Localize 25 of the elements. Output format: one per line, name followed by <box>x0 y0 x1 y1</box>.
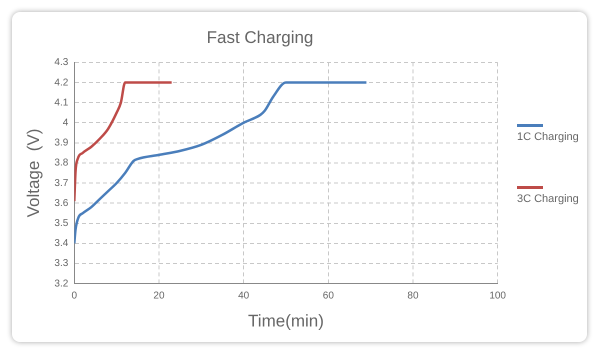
y-tick-label: 3.7 <box>54 178 69 189</box>
y-axis-title: Voltage (V) <box>24 128 43 218</box>
y-tick-label: 4 <box>62 117 69 128</box>
y-tick-label: 4.1 <box>54 97 69 108</box>
line-series <box>74 81 368 245</box>
y-tick-label: 4.2 <box>54 77 69 88</box>
y-tick-label: 3.3 <box>54 258 69 270</box>
legend-label: 1C Charging <box>517 131 579 143</box>
x-tick-label: 100 <box>489 290 506 302</box>
x-tick-label: 20 <box>153 290 165 302</box>
chart-title: Fast Charging <box>206 28 314 47</box>
legend-label: 3C Charging <box>517 193 579 205</box>
y-tick-label: 3.4 <box>54 238 69 250</box>
x-tick-label: 60 <box>322 290 334 302</box>
y-tick-label: 3.2 <box>54 278 69 290</box>
x-tick-label: 0 <box>72 290 78 302</box>
x-tick-label: 80 <box>407 290 419 302</box>
y-tick-label: 4.3 <box>54 57 69 68</box>
x-tick-label: 40 <box>238 290 250 302</box>
y-tick-label: 3.8 <box>54 158 69 169</box>
y-tick-label: 3.6 <box>54 198 69 209</box>
y-tick-label: 3.5 <box>54 218 69 230</box>
y-tick-label: 3.9 <box>54 138 69 149</box>
line-series <box>74 81 173 202</box>
x-axis-title: Time(min) <box>248 311 324 330</box>
